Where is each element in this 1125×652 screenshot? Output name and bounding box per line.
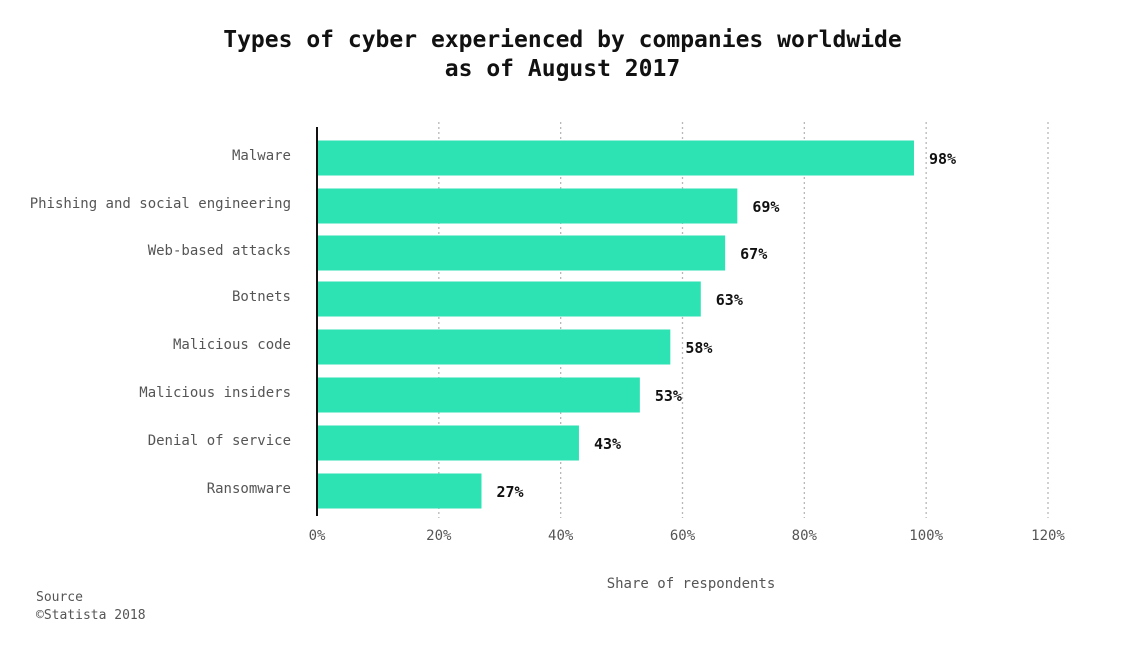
bar [317,473,482,509]
source-label: Source [36,590,83,605]
x-tick-label: 40% [548,528,574,544]
bar [317,425,579,461]
bar [317,140,914,176]
bar [317,377,640,413]
x-tick-label: 0% [309,528,326,544]
bar-value-label: 53% [655,387,682,405]
category-label: Ransomware [207,481,291,497]
x-tick-label: 60% [670,528,696,544]
bar-value-label: 27% [496,483,523,501]
x-axis-title: Share of respondents [607,576,776,592]
category-labels: Malware Phishing and social engineering We… [30,148,291,497]
bar [317,281,701,317]
bar-value-label: 67% [740,245,767,263]
chart-title-line-2: as of August 2017 [444,56,681,82]
bar [317,235,726,271]
x-tick-label: 80% [792,528,818,544]
category-label: Botnets [232,289,291,305]
value-labels: 98% 69% 67% 63% 58% 53% 43% 27% [496,150,956,501]
bar-value-label: 69% [752,198,779,216]
x-axis-ticks: 0% 20% 40% 60% 80% 100% 120% [309,528,1066,544]
x-tick-label: 20% [426,528,452,544]
category-label: Web-based attacks [148,243,291,259]
category-label: Malware [232,148,291,164]
chart-title: Types of cyber experienced by companies … [0,26,1125,84]
category-label: Phishing and social engineering [30,196,291,212]
category-label: Malicious code [173,337,291,353]
bar [317,188,738,224]
category-label: Malicious insiders [139,385,291,401]
bars [317,140,914,509]
chart-title-line-1: Types of cyber experienced by companies … [223,27,902,53]
bar-value-label: 43% [594,435,621,453]
copyright-label: ©Statista 2018 [36,608,146,623]
x-tick-label: 120% [1031,528,1065,544]
category-label: Denial of service [148,433,291,449]
bar [317,329,671,365]
bar-value-label: 58% [685,339,712,357]
bar-value-label: 63% [716,291,743,309]
x-tick-label: 100% [909,528,943,544]
bar-value-label: 98% [929,150,956,168]
